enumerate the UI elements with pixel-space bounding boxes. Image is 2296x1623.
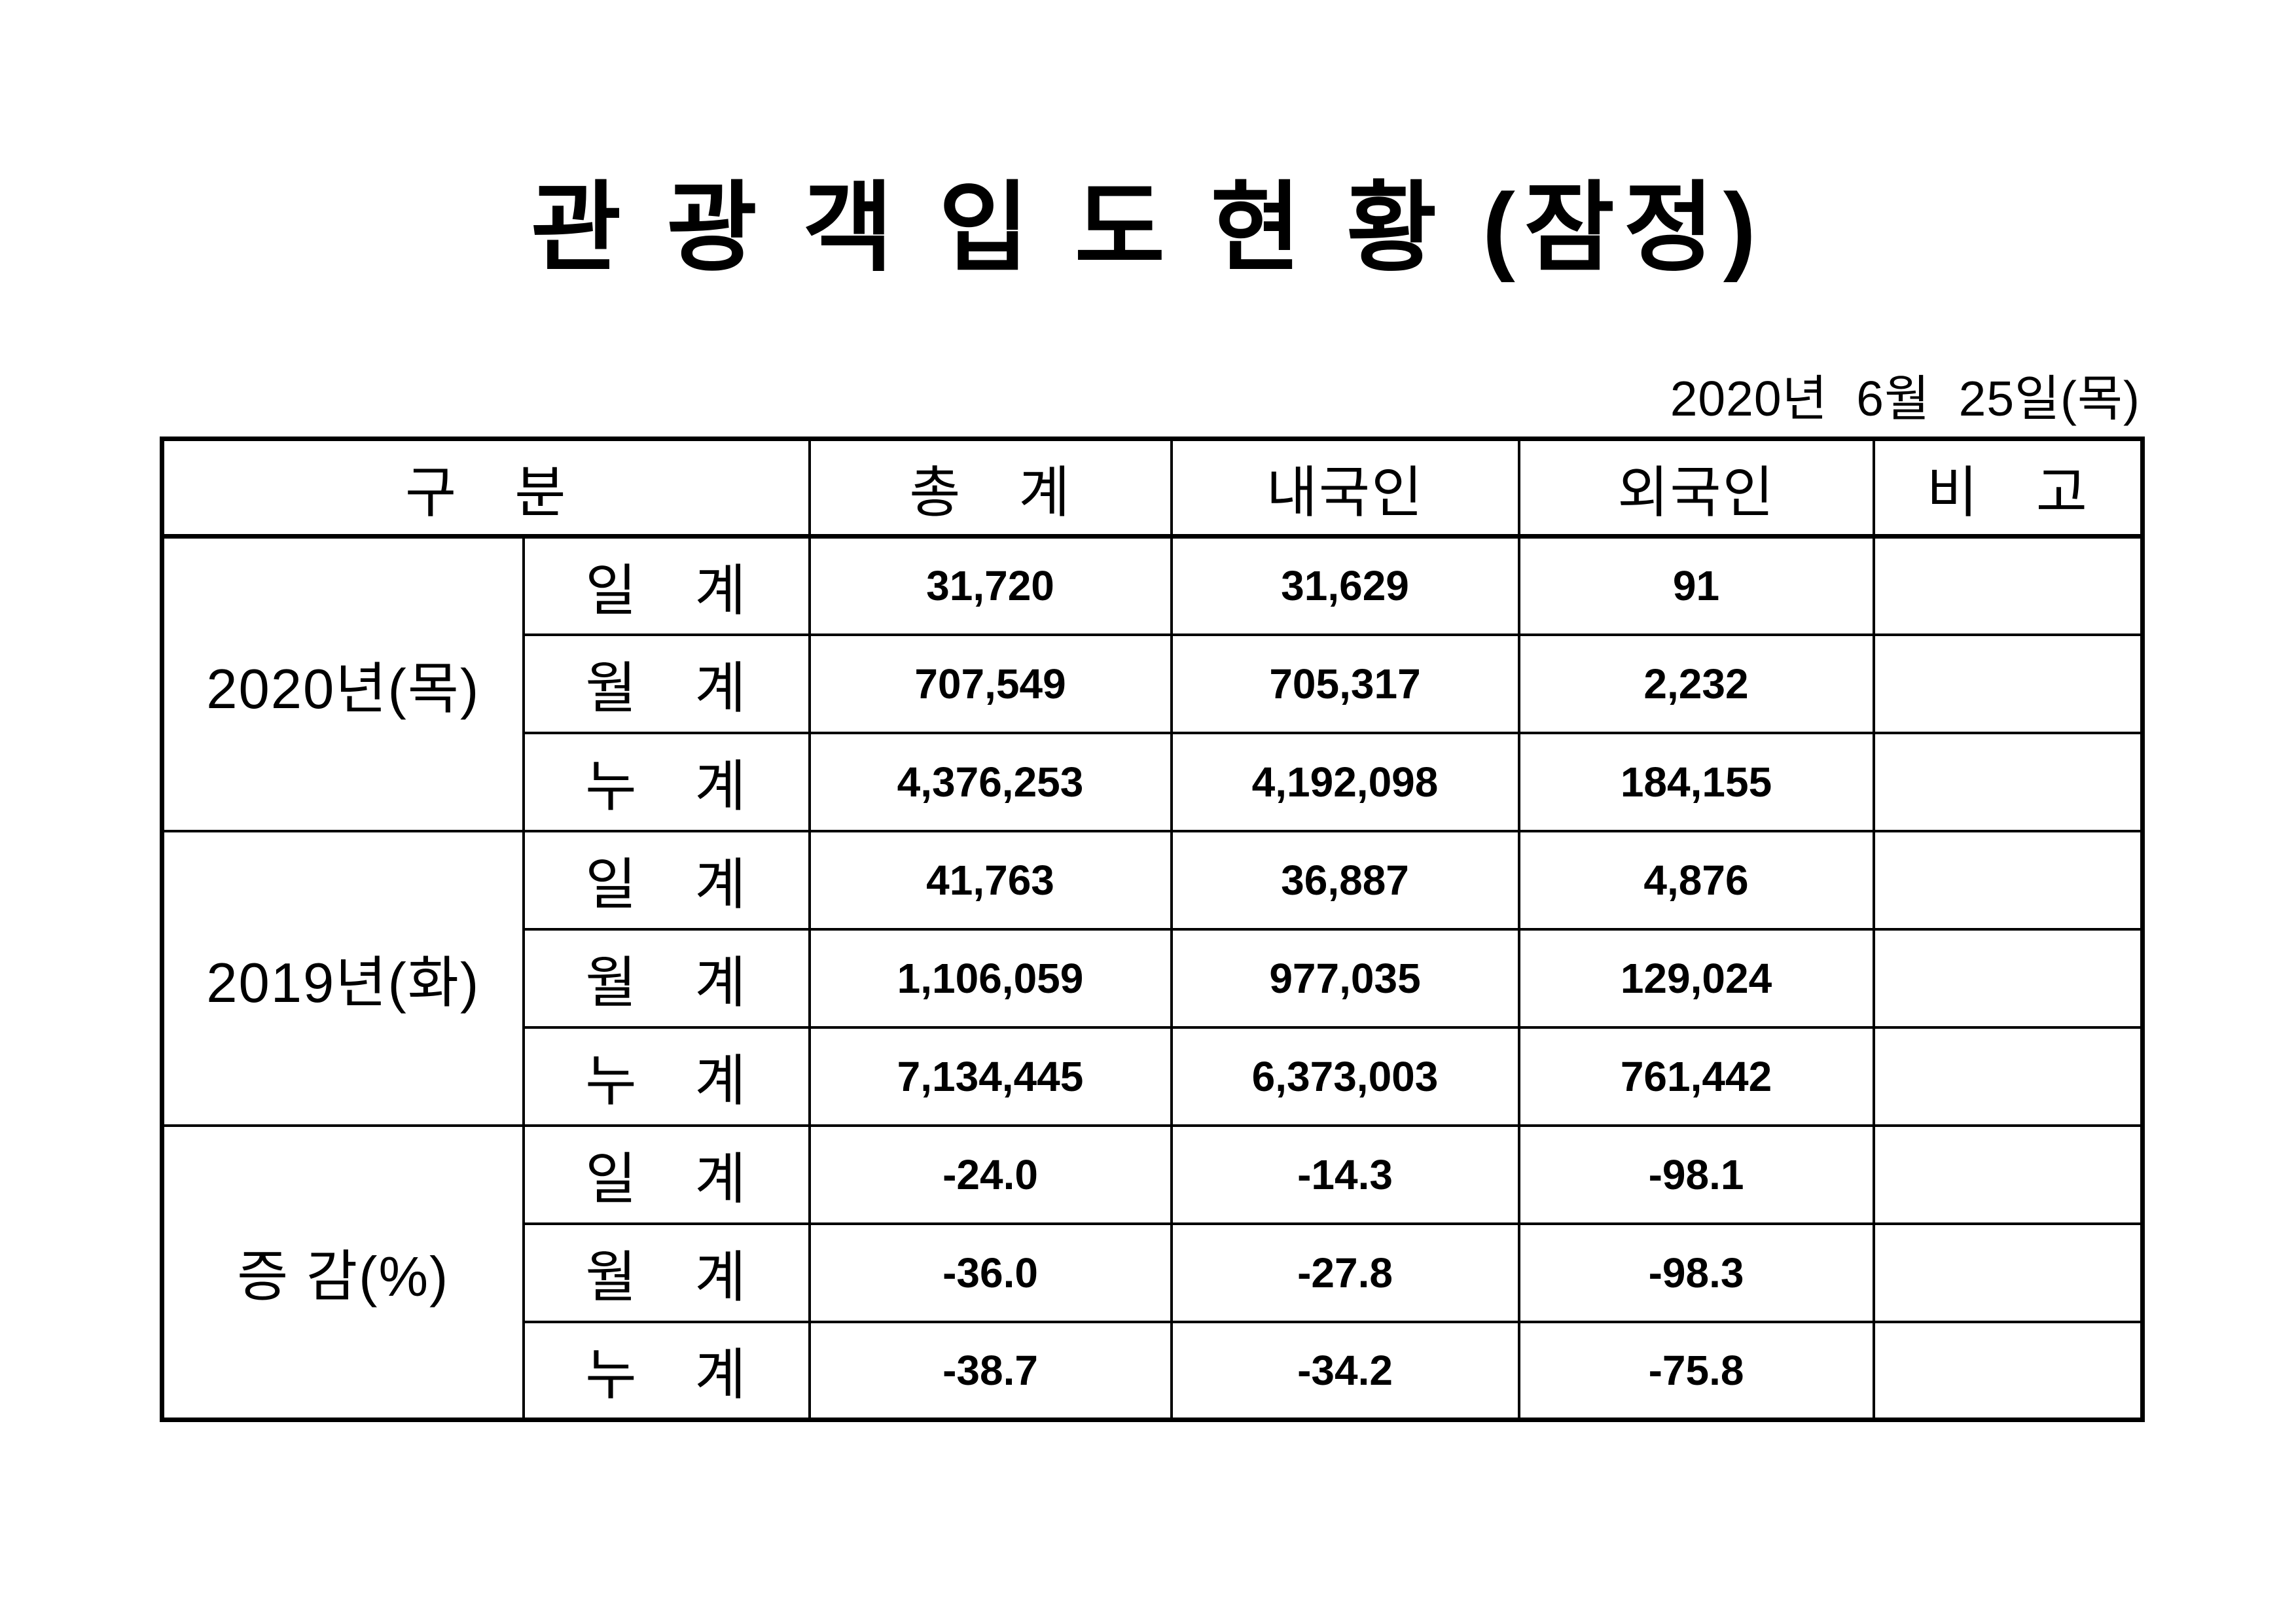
table-row: 누 계 7,134,445 6,373,003 761,442 <box>162 1026 2144 1127</box>
value-cell: -38.7 <box>808 1320 1173 1421</box>
page-title: 관 광 객 입 도 현 황 (잠정) <box>531 173 1765 283</box>
value-cell: 705,317 <box>1170 633 1520 734</box>
value-cell: 977,035 <box>1170 927 1520 1029</box>
value-cell: -34.2 <box>1170 1320 1520 1421</box>
value-cell: -98.3 <box>1517 1222 1875 1323</box>
value-cell: 1,106,059 <box>808 927 1173 1029</box>
col-header-domestic: 내국인 <box>1170 437 1520 539</box>
col-header-gubun: 구 분 <box>160 437 811 539</box>
table-row: 누 계 -38.7 -34.2 -75.8 <box>162 1320 2144 1421</box>
row-label-monthly: 월 계 <box>522 633 811 734</box>
value-cell: -14.3 <box>1170 1124 1520 1225</box>
value-cell: 4,376,253 <box>808 731 1173 832</box>
section-label-2020: 2020년(목) <box>160 535 525 832</box>
row-label-cumulative: 누 계 <box>522 1320 811 1421</box>
value-cell: 36,887 <box>1170 829 1520 931</box>
table-row: 월 계 -36.0 -27.8 -98.3 <box>162 1222 2144 1323</box>
note-cell <box>1872 1124 2144 1225</box>
table-row: 2020년(목) 일 계 31,720 31,629 91 <box>160 535 2144 832</box>
header-row: 구 분 총 계 내국인 외국인 비 고 <box>160 437 2144 539</box>
value-cell: -24.0 <box>808 1124 1173 1225</box>
col-header-note: 비 고 <box>1872 437 2144 539</box>
value-cell: 184,155 <box>1517 731 1875 832</box>
value-cell: 6,373,003 <box>1170 1026 1520 1127</box>
note-cell <box>1872 731 2144 832</box>
value-cell: 707,549 <box>808 633 1173 734</box>
row-label-daily: 일 계 <box>522 535 811 636</box>
section-label-change: 증 감(%) <box>160 1124 525 1421</box>
stats-table-container: 구 분 총 계 내국인 외국인 비 고 2020년(목) 일 계 31,720 … <box>160 437 2145 1422</box>
value-cell: 31,720 <box>808 535 1173 636</box>
note-cell <box>1872 1320 2144 1421</box>
value-cell: 761,442 <box>1517 1026 1875 1127</box>
value-cell: -27.8 <box>1170 1222 1520 1323</box>
col-header-foreign: 외국인 <box>1517 437 1875 539</box>
value-cell: 2,232 <box>1517 633 1875 734</box>
row-label-monthly: 월 계 <box>522 927 811 1029</box>
row-label-cumulative: 누 계 <box>522 1026 811 1127</box>
value-cell: 91 <box>1517 535 1875 636</box>
value-cell: 7,134,445 <box>808 1026 1173 1127</box>
row-label-daily: 일 계 <box>522 829 811 931</box>
value-cell: -98.1 <box>1517 1124 1875 1225</box>
note-cell <box>1872 633 2144 734</box>
table-row: 월 계 707,549 705,317 2,232 <box>162 633 2144 734</box>
row-label-monthly: 월 계 <box>522 1222 811 1323</box>
value-cell: 31,629 <box>1170 535 1520 636</box>
value-cell: 41,763 <box>808 829 1173 931</box>
note-cell <box>1872 535 2144 636</box>
tourist-arrivals-table: 구 분 총 계 내국인 외국인 비 고 2020년(목) 일 계 31,720 … <box>160 437 2145 1422</box>
value-cell: 129,024 <box>1517 927 1875 1029</box>
row-label-cumulative: 누 계 <box>522 731 811 832</box>
col-header-total: 총 계 <box>808 437 1173 539</box>
value-cell: 4,876 <box>1517 829 1875 931</box>
note-cell <box>1872 927 2144 1029</box>
value-cell: -36.0 <box>808 1222 1173 1323</box>
report-date: 2020년 6월 25일(목) <box>1670 371 2140 426</box>
table-row: 월 계 1,106,059 977,035 129,024 <box>162 927 2144 1029</box>
note-cell <box>1872 1222 2144 1323</box>
value-cell: -75.8 <box>1517 1320 1875 1421</box>
table-row: 2019년(화) 일 계 41,763 36,887 4,876 <box>160 829 2144 1127</box>
table-row: 증 감(%) 일 계 -24.0 -14.3 -98.1 <box>160 1124 2144 1421</box>
note-cell <box>1872 1026 2144 1127</box>
section-label-2019: 2019년(화) <box>160 829 525 1127</box>
note-cell <box>1872 829 2144 931</box>
table-row: 누 계 4,376,253 4,192,098 184,155 <box>162 731 2144 832</box>
row-label-daily: 일 계 <box>522 1124 811 1225</box>
value-cell: 4,192,098 <box>1170 731 1520 832</box>
